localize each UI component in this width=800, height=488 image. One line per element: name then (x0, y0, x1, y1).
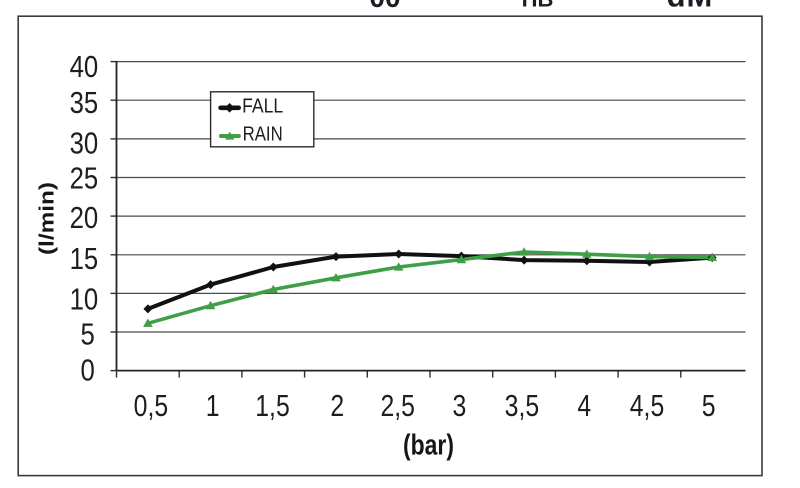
svg-text:5: 5 (80, 317, 94, 352)
svg-text:FALL: FALL (242, 95, 283, 117)
svg-text:20: 20 (70, 201, 99, 236)
svg-text:30: 30 (70, 126, 99, 161)
svg-text:5: 5 (702, 388, 716, 422)
svg-text:2,5: 2,5 (380, 388, 414, 422)
svg-text:35: 35 (70, 86, 99, 121)
svg-text:3: 3 (453, 388, 467, 422)
svg-text:dM: dM (667, 0, 714, 14)
svg-text:10: 10 (70, 282, 99, 317)
svg-text:15: 15 (70, 242, 99, 277)
svg-text:4: 4 (577, 388, 591, 422)
svg-text:(l/min): (l/min) (35, 182, 58, 255)
svg-text:1,5: 1,5 (255, 388, 289, 422)
svg-text:2: 2 (330, 388, 344, 422)
svg-text:HB: HB (522, 0, 554, 12)
svg-text:4,5: 4,5 (630, 388, 664, 422)
svg-text:40: 40 (70, 50, 99, 85)
svg-text:0,5: 0,5 (134, 388, 168, 422)
svg-text:(bar): (bar) (403, 428, 454, 461)
svg-text:25: 25 (70, 161, 99, 196)
svg-text:3,5: 3,5 (505, 388, 539, 422)
svg-text:00: 00 (369, 0, 400, 13)
svg-text:RAIN: RAIN (243, 122, 283, 145)
svg-text:0: 0 (80, 353, 94, 388)
svg-text:1: 1 (206, 388, 220, 422)
